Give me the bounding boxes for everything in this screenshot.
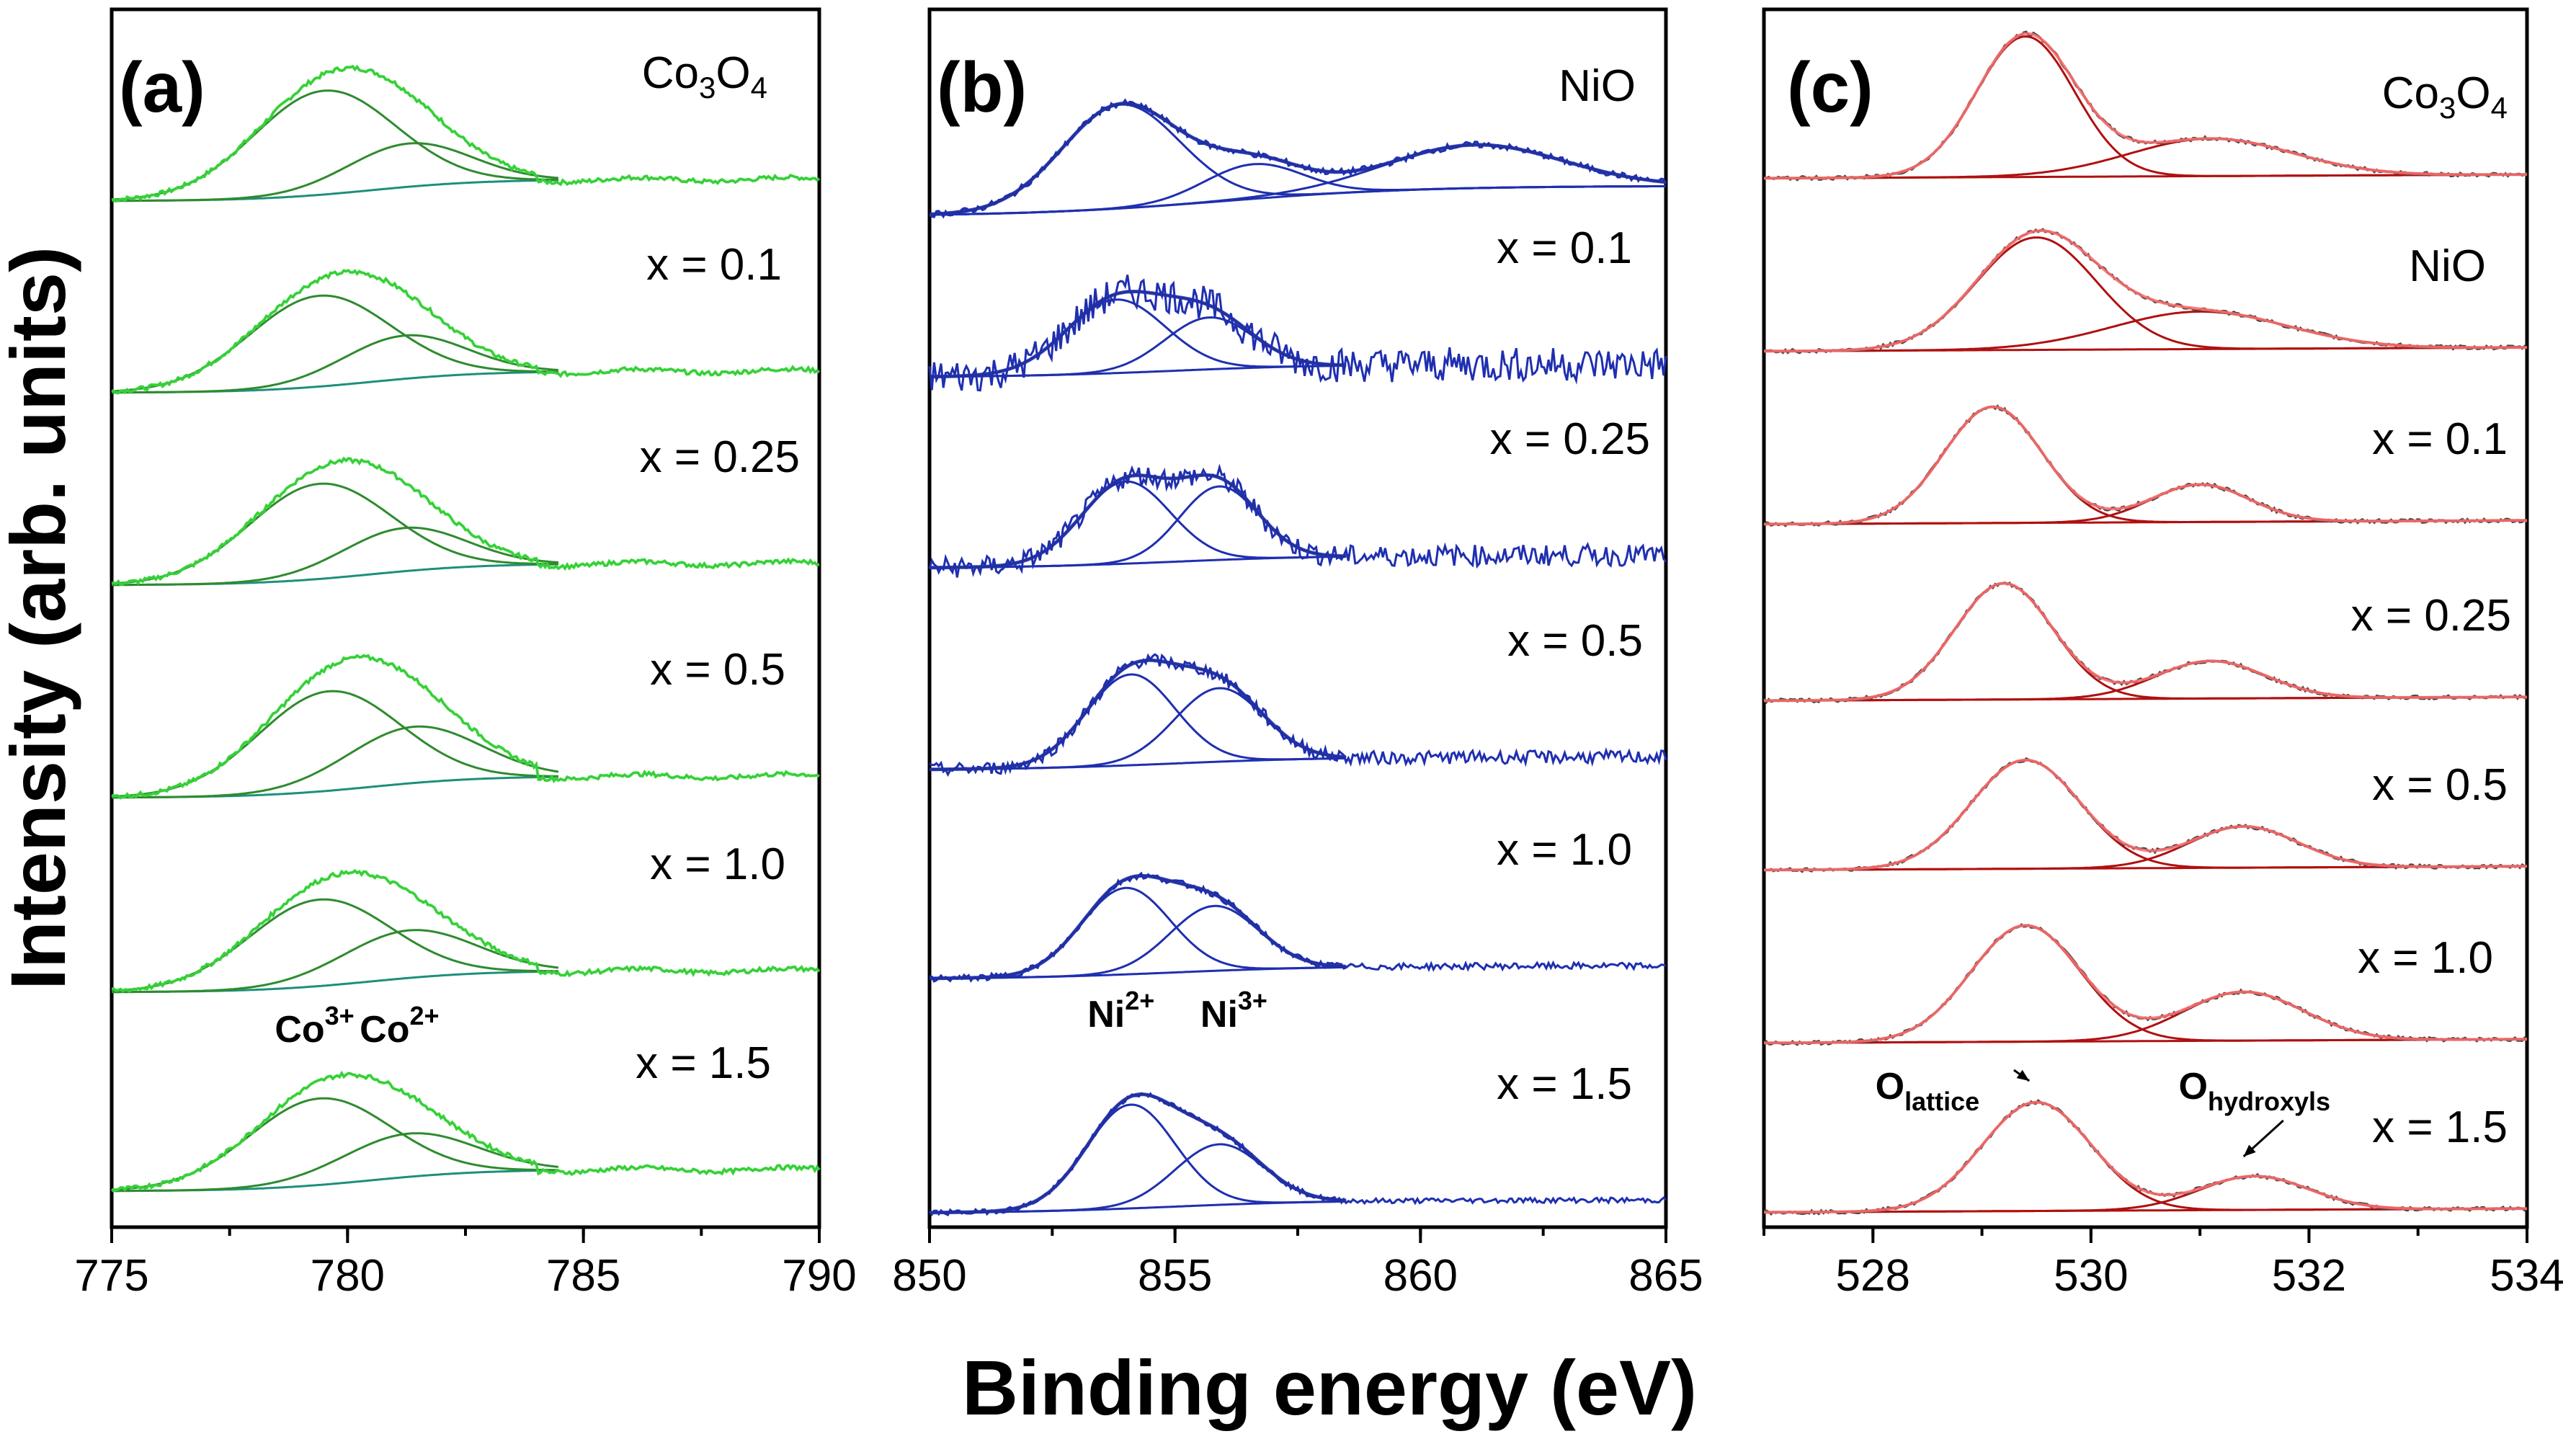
panel-a-label: (a): [119, 48, 205, 127]
sample-label: x = 1.0: [1497, 825, 1632, 875]
envelope-line: [1764, 32, 2527, 180]
envelope-line: [111, 868, 821, 994]
peak-annotation: Olattice: [1876, 1066, 1980, 1116]
envelope-line: [930, 658, 1347, 772]
panel-c-label: (c): [1787, 48, 1873, 127]
sample-label: Co3O4: [2382, 68, 2508, 125]
sample-label: x = 0.25: [2351, 591, 2511, 641]
envelope-line: [1764, 1100, 2527, 1214]
sample-label: Co3O4: [642, 48, 767, 104]
envelope-line: [1764, 229, 2527, 353]
x-tick-label: 530: [2054, 1251, 2128, 1301]
x-tick-label: 850: [892, 1251, 966, 1301]
component-peak-1: [929, 298, 1347, 378]
component-peak-2: [112, 334, 558, 394]
background-line: [112, 970, 558, 994]
component-peak-3: [930, 143, 1667, 216]
peak-annotation: Ni3+: [1200, 986, 1267, 1035]
component-peak-2: [112, 725, 559, 799]
peak-annotation: Co3+: [275, 1001, 354, 1051]
data-line: [928, 275, 1667, 392]
component-peak-1: [111, 1097, 558, 1191]
sample-label: x = 0.1: [1497, 223, 1632, 273]
peak-annotation: Co2+: [360, 1001, 439, 1051]
panel-a: 775 780 785 790 Co3O4 x = 0.1 x = 0.25 x = 0.5 x…: [74, 48, 856, 1301]
panel-c: 528 530 532 534 Co3O4 NiO x = 0.1 x = 0.25 x = 0…: [1762, 30, 2564, 1301]
component-peak-1: [930, 673, 1347, 771]
data-line: [928, 463, 1667, 578]
component-peak-1: [111, 482, 558, 585]
envelope-line: [1764, 758, 2527, 872]
x-tick-label: 865: [1628, 1251, 1703, 1301]
envelope-line: [111, 64, 821, 203]
envelope-line: [1764, 405, 2527, 526]
background-line: [112, 179, 558, 202]
envelope-line: [111, 654, 820, 800]
envelope-line: [930, 473, 1347, 570]
raw-data-overlay: [930, 659, 1347, 771]
raw-data-overlay: [930, 1093, 1347, 1214]
peak-annotation: Ni2+: [1087, 986, 1154, 1035]
x-tick-label: 855: [1138, 1251, 1212, 1301]
peak-annotation: Ohydroxyls: [2179, 1066, 2331, 1116]
sample-label: x = 0.5: [2372, 760, 2508, 810]
component-peak-2: [112, 1132, 559, 1193]
x-tick-label: 528: [1836, 1251, 1910, 1301]
envelope-line: [929, 290, 1347, 379]
panel-b: 850 855 860 865 NiO x = 0.1 x = 0.25 x = 0.5 x =…: [892, 61, 1703, 1301]
x-tick-label: 534: [2490, 1251, 2564, 1301]
envelope-line: [1764, 924, 2527, 1045]
x-tick-label: 860: [1383, 1251, 1458, 1301]
component-peak-2: [112, 142, 559, 202]
x-tick-label: 532: [2272, 1251, 2346, 1301]
arrow-head: [2016, 1069, 2030, 1081]
envelope-line: [110, 1070, 821, 1193]
sample-label: x = 0.1: [2372, 414, 2508, 464]
background-line: [112, 370, 558, 394]
panel-c-frame: [1762, 7, 2529, 1229]
panel-b-label: (b): [937, 48, 1027, 127]
sample-label: x = 0.5: [650, 645, 785, 695]
sample-label: x = 0.5: [1507, 616, 1643, 666]
envelope-line: [111, 268, 821, 395]
component-peak-2: [930, 485, 1347, 569]
component-peak-2: [112, 526, 558, 587]
envelope-line: [930, 1092, 1347, 1215]
component-peak-1: [930, 886, 1347, 980]
sample-label: x = 1.5: [2372, 1102, 2508, 1152]
x-tick-label: 780: [311, 1251, 385, 1301]
x-tick-label: 775: [74, 1251, 148, 1301]
background-line: [112, 563, 558, 587]
sample-label: NiO: [2409, 241, 2486, 291]
component-peak-2: [1764, 1175, 2527, 1213]
sample-label: x = 0.1: [646, 240, 782, 290]
envelope-line: [1764, 582, 2527, 703]
sample-label: x = 1.5: [636, 1038, 771, 1088]
sample-label: x = 1.0: [2358, 933, 2493, 983]
y-axis-title: Intensity (arb. units): [0, 246, 81, 990]
x-tick-label: 790: [782, 1251, 856, 1301]
x-axis-title: Binding energy (eV): [962, 1344, 1697, 1431]
sample-label: x = 1.0: [650, 839, 785, 889]
envelope-line: [111, 456, 820, 587]
envelope-line: [929, 101, 1667, 216]
envelope-line: [930, 874, 1347, 981]
arrow-head: [2243, 1144, 2256, 1157]
sample-label: NiO: [1559, 61, 1636, 111]
component-peak-2: [112, 929, 559, 994]
component-peak-2: [930, 687, 1347, 771]
sample-label: x = 1.5: [1497, 1059, 1632, 1109]
sample-label: x = 0.25: [640, 432, 800, 482]
sample-label: x = 0.25: [1490, 414, 1650, 464]
x-tick-label: 785: [546, 1251, 620, 1301]
